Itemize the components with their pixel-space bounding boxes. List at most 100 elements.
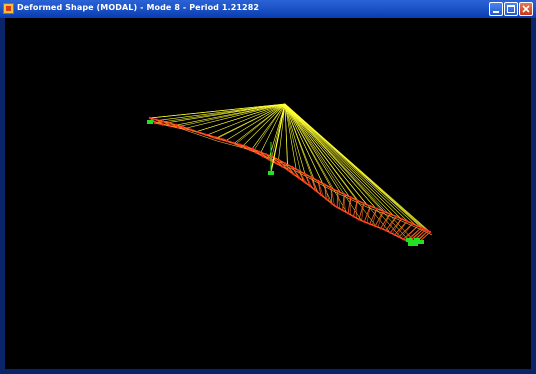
deck-node [374, 224, 377, 228]
bridge-deck [148, 116, 433, 246]
deck-node [314, 189, 317, 192]
deck-node [369, 204, 372, 208]
deck-cross-member [385, 216, 397, 231]
deck-node [336, 190, 339, 193]
deformed-shape-drawing[interactable] [5, 18, 531, 369]
deck-node [303, 180, 306, 184]
support-icon [418, 240, 424, 244]
deck-node [394, 215, 398, 218]
support-icon [406, 238, 412, 242]
deck-node [319, 193, 323, 196]
deck-node [384, 229, 388, 232]
back-stay [149, 103, 286, 119]
deck-cross-member [363, 205, 371, 222]
cable-stay [284, 103, 402, 219]
deck-node [382, 210, 385, 213]
deck-node [169, 124, 172, 128]
deck-brace [404, 225, 419, 240]
cable-stay [216, 103, 286, 139]
cable-stay [234, 103, 286, 144]
deck-brace [361, 203, 364, 221]
deck-cross-member [311, 177, 316, 191]
cable-stay [260, 103, 286, 153]
model-viewport[interactable] [5, 18, 531, 369]
cable-stay [284, 103, 288, 165]
deck-node [422, 227, 425, 230]
deck-node [341, 209, 344, 212]
deck-node [168, 122, 171, 125]
deck-stringer [151, 120, 433, 236]
deck-node [316, 179, 320, 183]
cable-stay [253, 103, 286, 152]
deck-node [258, 150, 261, 153]
deck-node [181, 125, 185, 129]
app-icon[interactable] [3, 3, 14, 14]
deck-node [368, 222, 371, 226]
deck-cross-member [374, 211, 384, 227]
close-button[interactable] [519, 2, 533, 16]
deck-node [161, 120, 165, 123]
title-bar[interactable]: Deformed Shape (MODAL) - Mode 8 - Period… [0, 0, 536, 18]
cable-stay [284, 103, 333, 204]
deck-node [375, 207, 378, 210]
minimize-button[interactable] [489, 2, 503, 16]
deck-cross-member [380, 213, 391, 229]
deck-node [349, 196, 352, 199]
deck-node [271, 155, 274, 159]
cable-stay [284, 103, 416, 226]
deck-edge-lower [154, 122, 418, 245]
deck-node [420, 226, 423, 229]
deck-cross-member [317, 180, 322, 195]
deck-brace [311, 177, 319, 193]
deck-node [342, 193, 346, 196]
deck-node [362, 202, 365, 205]
support-icon [268, 171, 274, 175]
cable-stay [284, 103, 431, 233]
deck-brace [162, 121, 175, 128]
deck-brace [392, 218, 402, 234]
deck-cross-member [369, 208, 378, 225]
cable-stay [225, 103, 286, 142]
deck-node [426, 229, 430, 233]
deck-brace [324, 184, 330, 202]
deck-node [284, 162, 287, 165]
deck-cross-member [358, 203, 365, 220]
deck-node [355, 199, 359, 202]
deck-node [329, 186, 333, 190]
deck-cross-member [353, 200, 358, 217]
deck-node [155, 118, 158, 121]
deck-brace [383, 213, 391, 230]
cable-stay [284, 103, 394, 216]
deck-brace [396, 221, 408, 237]
cable-stay [284, 103, 390, 233]
deck-node [352, 215, 355, 218]
deck-node [212, 136, 215, 139]
cable-stay [284, 103, 347, 213]
deck-brace [372, 208, 377, 226]
deck-node [411, 222, 414, 225]
maximize-button[interactable] [504, 2, 518, 16]
deck-node [232, 141, 235, 145]
cable-stay [167, 103, 286, 124]
deck-node [379, 227, 382, 230]
deck-node [389, 231, 392, 234]
deck-brace [343, 194, 346, 212]
deck-node [330, 202, 333, 205]
cable-stays [149, 103, 431, 245]
cable-stay [186, 103, 286, 129]
deck-brace [387, 216, 397, 232]
deck-brace [366, 206, 371, 223]
deck-node [310, 176, 313, 179]
deck-node [297, 176, 301, 180]
deck-node [225, 139, 228, 143]
deck-brace [330, 187, 335, 206]
cable-stay [284, 103, 418, 245]
cable-stay [284, 103, 402, 239]
deck-node [402, 237, 405, 241]
deck-brace [377, 211, 384, 228]
deck-node [153, 121, 157, 125]
deck-node [290, 165, 294, 169]
deck-node [161, 123, 164, 126]
deck-node [424, 228, 427, 232]
deck-node [323, 183, 326, 186]
